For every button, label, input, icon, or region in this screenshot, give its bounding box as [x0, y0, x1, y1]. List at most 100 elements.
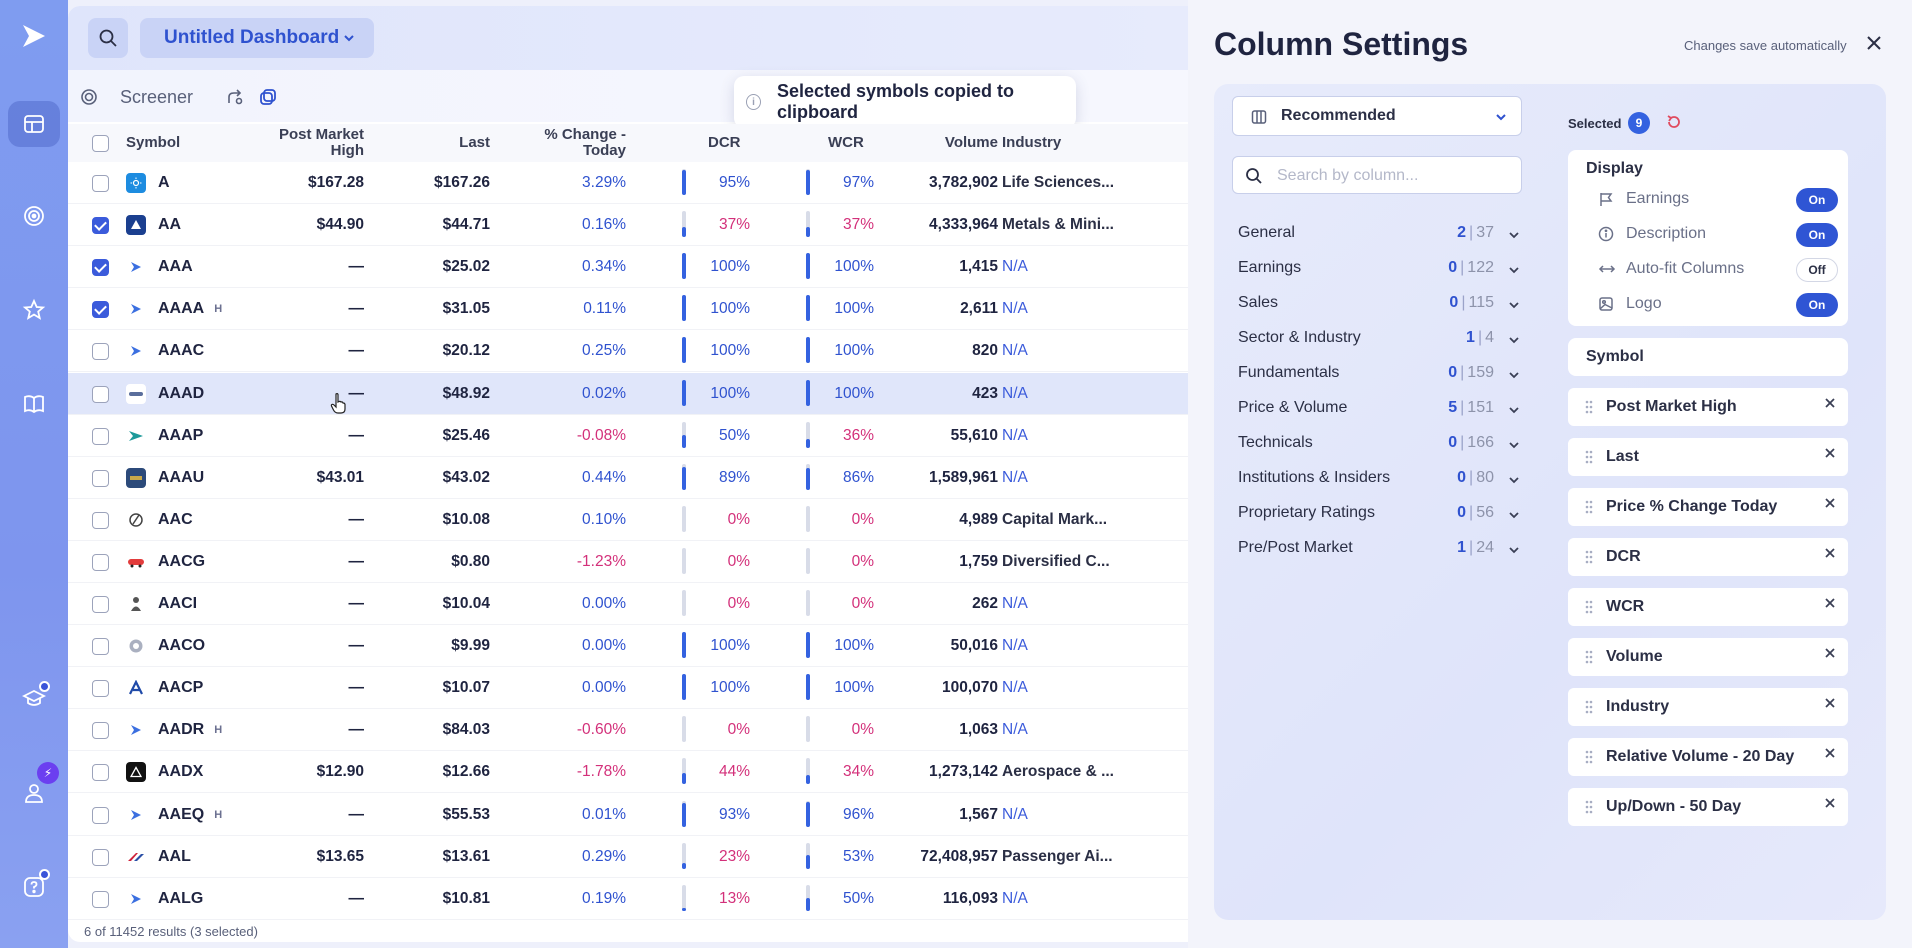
- table-row[interactable]: AACO — $9.99 0.00% 100% 100% 50,016 N/A: [68, 625, 1188, 668]
- category-row[interactable]: Technicals 0 | 166: [1238, 430, 1528, 458]
- symbol-cell[interactable]: AAAP: [158, 415, 203, 457]
- export-icon[interactable]: [226, 88, 244, 106]
- symbol-cell[interactable]: AACG: [158, 541, 205, 583]
- reset-icon[interactable]: [1666, 114, 1682, 130]
- drag-handle-icon[interactable]: [1584, 599, 1594, 615]
- selected-column-chip[interactable]: Industry: [1568, 688, 1848, 726]
- copy-link-icon[interactable]: [258, 87, 278, 107]
- remove-column-icon[interactable]: [1824, 697, 1836, 709]
- row-checkbox[interactable]: [92, 806, 109, 824]
- industry-cell[interactable]: Life Sciences...: [1002, 174, 1114, 191]
- table-row[interactable]: AALG — $10.81 0.19% 13% 50% 116,093 N/A: [68, 878, 1188, 920]
- drag-handle-icon[interactable]: [1584, 499, 1594, 515]
- selected-column-chip[interactable]: WCR: [1568, 588, 1848, 626]
- drag-handle-icon[interactable]: [1584, 699, 1594, 715]
- table-row[interactable]: AAA — $25.02 0.34% 100% 100% 1,415 N/A: [68, 246, 1188, 289]
- row-checkbox[interactable]: [92, 175, 109, 192]
- category-row[interactable]: Earnings 0 | 122: [1238, 255, 1528, 283]
- row-checkbox[interactable]: [92, 890, 109, 908]
- category-row[interactable]: Fundamentals 0 | 159: [1238, 360, 1528, 388]
- category-row[interactable]: General 2 | 37: [1238, 220, 1528, 248]
- preset-dropdown[interactable]: Recommended: [1232, 96, 1522, 136]
- symbol-cell[interactable]: AAAU: [158, 457, 204, 499]
- remove-column-icon[interactable]: [1824, 747, 1836, 759]
- category-row[interactable]: Institutions & Insiders 0 | 80: [1238, 465, 1528, 493]
- column-header-last[interactable]: Last: [368, 124, 490, 162]
- sidebar-item-dashboard[interactable]: [8, 101, 60, 147]
- row-checkbox[interactable]: [92, 638, 109, 656]
- sidebar-item-account[interactable]: [8, 770, 60, 816]
- table-row[interactable]: AAL $13.65 $13.61 0.29% 23% 53% 72,408,9…: [68, 836, 1188, 878]
- symbol-cell[interactable]: AAEQ H: [158, 794, 222, 836]
- column-header-change-today[interactable]: % Change - Today: [508, 124, 626, 162]
- row-checkbox[interactable]: [92, 596, 109, 613]
- symbol-cell[interactable]: AA: [158, 204, 181, 246]
- symbol-cell[interactable]: AACO: [158, 625, 205, 667]
- drag-handle-icon[interactable]: [1584, 799, 1594, 815]
- table-row[interactable]: AAAU $43.01 $43.02 0.44% 89% 86% 1,589,9…: [68, 457, 1188, 499]
- drag-handle-icon[interactable]: [1584, 449, 1594, 465]
- row-checkbox[interactable]: [92, 848, 109, 866]
- column-search-input[interactable]: [1277, 165, 1507, 187]
- selected-column-chip[interactable]: DCR: [1568, 538, 1848, 576]
- symbol-cell[interactable]: AAAA H: [158, 288, 222, 330]
- autofit-toggle[interactable]: Off: [1796, 258, 1838, 282]
- description-toggle[interactable]: On: [1796, 223, 1838, 247]
- select-all-checkbox[interactable]: [92, 135, 109, 152]
- industry-cell[interactable]: Metals & Mini...: [1002, 216, 1114, 234]
- app-logo-icon[interactable]: [20, 22, 48, 50]
- symbol-cell[interactable]: AACP: [158, 667, 203, 709]
- symbol-cell[interactable]: AAL: [158, 836, 191, 878]
- table-row[interactable]: AACP — $10.07 0.00% 100% 100% 100,070 N/…: [68, 667, 1188, 710]
- drag-handle-icon[interactable]: [1584, 749, 1594, 765]
- selected-column-chip[interactable]: Volume: [1568, 638, 1848, 676]
- industry-cell[interactable]: Diversified C...: [1002, 552, 1110, 570]
- row-checkbox[interactable]: [92, 680, 109, 698]
- table-row[interactable]: AA $44.90 $44.71 0.16% 37% 37% 4,333,964…: [68, 204, 1188, 247]
- table-row[interactable]: AADX $12.90 $12.66 -1.78% 44% 34% 1,273,…: [68, 751, 1188, 794]
- sidebar-item-screener[interactable]: [8, 193, 60, 239]
- symbol-cell[interactable]: AADR H: [158, 709, 222, 751]
- table-row[interactable]: AADR H — $84.03 -0.60% 0% 0% 1,063 N/A: [68, 709, 1188, 752]
- remove-column-icon[interactable]: [1824, 497, 1836, 509]
- table-row[interactable]: AACI — $10.04 0.00% 0% 0% 262 N/A: [68, 583, 1188, 625]
- row-checkbox[interactable]: [92, 217, 109, 235]
- selected-column-chip[interactable]: Last: [1568, 438, 1848, 476]
- industry-cell[interactable]: Aerospace & ...: [1002, 763, 1114, 781]
- row-checkbox[interactable]: [92, 259, 109, 277]
- symbol-cell[interactable]: AAAD: [158, 373, 204, 415]
- symbol-cell[interactable]: AAA: [158, 246, 193, 288]
- table-row[interactable]: A $167.28 $167.26 3.29% 95% 97% 3,782,90…: [68, 162, 1188, 204]
- column-header-industry[interactable]: Industry: [1002, 124, 1061, 162]
- table-row[interactable]: AAAA H — $31.05 0.11% 100% 100% 2,611 N/A: [68, 288, 1188, 331]
- symbol-cell[interactable]: AACI: [158, 583, 197, 625]
- selected-column-chip[interactable]: Post Market High: [1568, 388, 1848, 426]
- category-row[interactable]: Proprietary Ratings 0 | 56: [1238, 500, 1528, 528]
- row-checkbox[interactable]: [92, 469, 109, 487]
- table-row[interactable]: AAC — $10.08 0.10% 0% 0% 4,989 Capital M…: [68, 499, 1188, 541]
- industry-cell[interactable]: Capital Mark...: [1002, 510, 1108, 528]
- symbol-cell[interactable]: AALG: [158, 878, 203, 920]
- drag-handle-icon[interactable]: [1584, 399, 1594, 415]
- category-row[interactable]: Sector & Industry 1 | 4: [1238, 325, 1528, 353]
- row-checkbox[interactable]: [92, 343, 109, 361]
- remove-column-icon[interactable]: [1824, 547, 1836, 559]
- row-checkbox[interactable]: [92, 511, 109, 529]
- category-row[interactable]: Price & Volume 5 | 151: [1238, 395, 1528, 423]
- column-header-post-market-high[interactable]: Post Market High: [268, 124, 364, 162]
- row-checkbox[interactable]: [92, 301, 109, 319]
- row-checkbox[interactable]: [92, 385, 109, 403]
- earnings-toggle[interactable]: On: [1796, 188, 1838, 212]
- dashboard-selector[interactable]: Untitled Dashboard: [140, 18, 374, 58]
- drag-handle-icon[interactable]: [1584, 649, 1594, 665]
- row-checkbox[interactable]: [92, 553, 109, 571]
- drag-handle-icon[interactable]: [1584, 549, 1594, 565]
- remove-column-icon[interactable]: [1824, 647, 1836, 659]
- column-header-volume[interactable]: Volume: [888, 124, 998, 162]
- row-checkbox[interactable]: [92, 427, 109, 445]
- table-row[interactable]: AAEQ H — $55.53 0.01% 93% 96% 1,567 N/A: [68, 794, 1188, 836]
- row-checkbox[interactable]: [92, 722, 109, 740]
- sidebar-item-learn[interactable]: [8, 381, 60, 427]
- symbol-cell[interactable]: AAC: [158, 499, 193, 541]
- close-button[interactable]: [1866, 34, 1882, 57]
